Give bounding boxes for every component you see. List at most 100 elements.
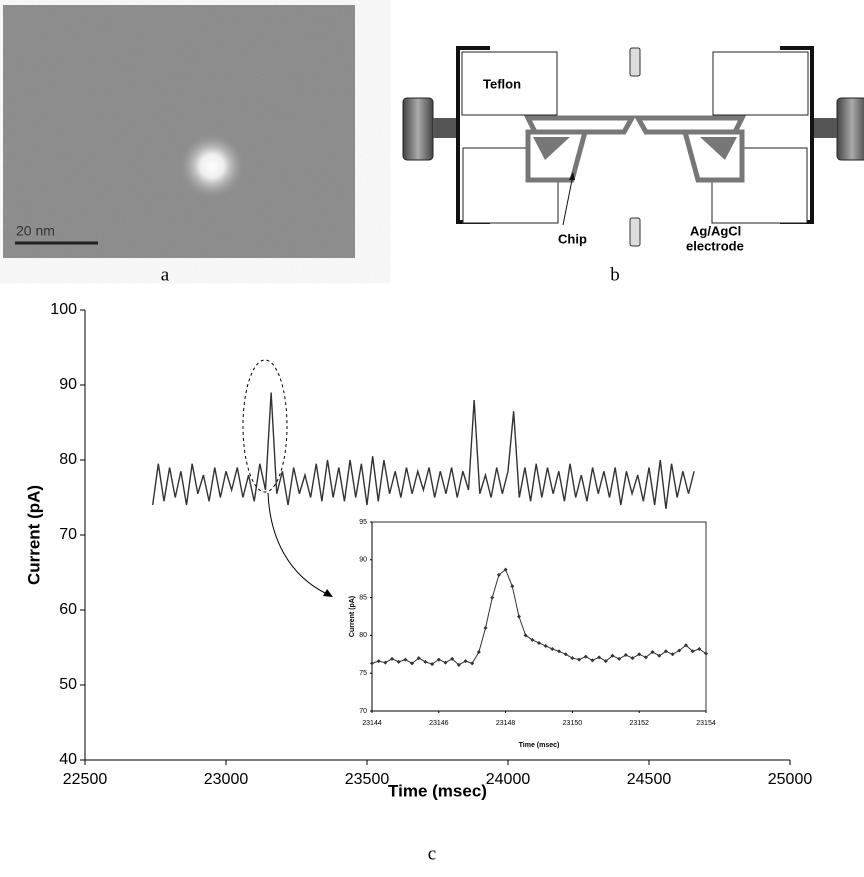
data-point [630, 656, 635, 661]
data-point [690, 649, 695, 654]
x-tick-label: 24500 [627, 771, 672, 788]
data-point [530, 637, 535, 642]
data-point [516, 614, 521, 619]
diagram-label: Ag/AgCl [690, 223, 741, 238]
diagram-label: Chip [558, 231, 587, 246]
data-point [376, 659, 381, 664]
data-point [623, 653, 628, 658]
data-point [583, 654, 588, 659]
data-point [563, 652, 568, 657]
data-point [643, 655, 648, 660]
y-tick-label: 70 [359, 708, 367, 715]
x-tick-label: 23154 [696, 720, 716, 727]
data-point [370, 661, 374, 666]
x-tick-label: 23144 [362, 720, 382, 727]
data-point [663, 649, 668, 654]
chart: 23144 23146 23148 23150 23152 23154 70 75 80 85 90… [349, 519, 716, 749]
y-tick-label: 95 [359, 519, 367, 526]
data-point [537, 640, 541, 645]
x-tick-label: 22500 [63, 771, 108, 788]
panel-label: b [610, 264, 620, 285]
data-point [590, 658, 595, 663]
y-tick-label: 100 [50, 301, 77, 318]
data-point [657, 653, 662, 658]
y-axis-label: Current (pA) [349, 596, 356, 637]
data-point [476, 650, 481, 655]
x-tick-label: 23000 [204, 771, 249, 788]
x-tick-label: 23148 [496, 720, 516, 727]
data-point [463, 659, 468, 664]
highlight-ellipse [242, 359, 288, 493]
data-point [490, 595, 495, 600]
data-point [550, 647, 555, 652]
y-tick-label: 70 [59, 526, 77, 543]
x-tick-label: 23152 [629, 720, 649, 727]
y-tick-label: 60 [59, 601, 77, 618]
x-tick-label: 23146 [429, 720, 449, 727]
data-point [436, 657, 441, 662]
diagram [402, 48, 864, 247]
plot-frame [371, 521, 707, 712]
data-point [456, 662, 461, 667]
y-tick-label: 85 [359, 594, 367, 601]
data-point [577, 657, 582, 662]
data-point [557, 649, 562, 654]
data-point [650, 650, 655, 655]
y-tick-label: 80 [359, 632, 367, 639]
x-axis-label: Time (msec) [388, 781, 487, 800]
panel-label: a [161, 264, 170, 285]
diagram-label: electrode [686, 238, 744, 253]
x-tick-label: 25000 [768, 771, 813, 788]
y-tick-label: 90 [59, 376, 77, 393]
diagram-label: Teflon [483, 76, 521, 91]
data-point [423, 659, 428, 664]
data-point [396, 659, 401, 664]
data-point [470, 661, 475, 666]
data-point [597, 655, 602, 660]
arrow-head [323, 589, 333, 597]
x-tick-label: 24000 [486, 771, 531, 788]
data-point [677, 648, 682, 653]
data-point [450, 656, 455, 661]
y-axis-label: Current (pA) [24, 485, 43, 585]
data-point [603, 659, 608, 664]
y-tick-label: 50 [59, 676, 77, 693]
data-point [683, 643, 688, 648]
data-point [610, 653, 615, 658]
data-point [523, 633, 528, 638]
data-point [390, 656, 395, 661]
y-tick-label: 90 [359, 557, 367, 564]
chart: 22500 23000 23500 24000 24500 25000 40 50 60 70 80… [24, 301, 812, 800]
data-point [543, 643, 548, 648]
data-point [570, 656, 575, 661]
data-point [510, 584, 515, 589]
y-tick-label: 40 [59, 751, 77, 768]
y-tick-label: 75 [359, 670, 367, 677]
data-point [637, 652, 642, 657]
data-point [617, 656, 622, 661]
micrograph: 20 nm [3, 5, 355, 258]
arrow [267, 492, 326, 594]
x-axis-label: Time (msec) [519, 742, 560, 749]
data-point [697, 647, 702, 652]
x-tick-label: 23500 [345, 771, 390, 788]
data-point [496, 572, 501, 577]
y-tick-label: 80 [59, 451, 77, 468]
data-point [410, 661, 415, 666]
data-line [151, 392, 695, 509]
data-point [443, 660, 448, 665]
data-point [383, 660, 388, 665]
data-point [704, 651, 708, 656]
data-point [403, 657, 408, 662]
scale-bar-label: 20 nm [16, 223, 55, 239]
data-point [430, 662, 435, 667]
x-tick-label: 23150 [563, 720, 583, 727]
data-point [503, 567, 508, 572]
data-point [670, 652, 675, 657]
charts: 22500 23000 23500 24000 24500 25000 40 50 60 70 80… [24, 301, 812, 800]
data-point [483, 625, 488, 630]
panel-label: c [428, 843, 436, 864]
data-point [416, 656, 421, 661]
